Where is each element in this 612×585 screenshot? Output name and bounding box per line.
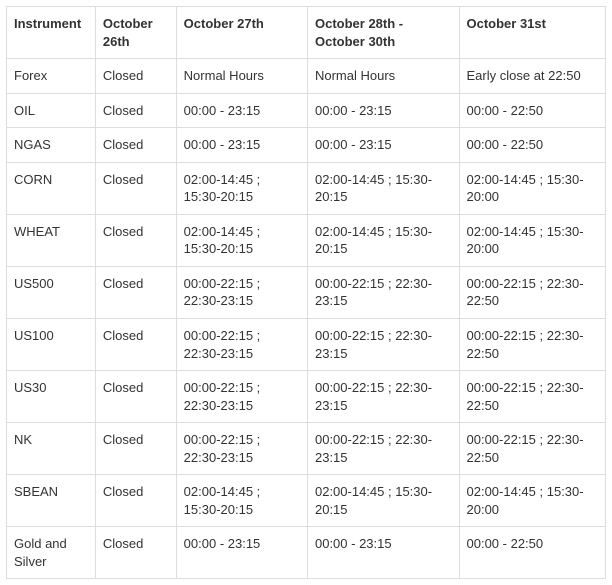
hours-cell: Closed [95,128,176,163]
hours-cell: 02:00-14:45 ; 15:30-20:15 [176,214,307,266]
hours-cell: 00:00-22:15 ; 22:30-23:15 [176,266,307,318]
hours-cell: Closed [95,371,176,423]
table-row: SBEANClosed02:00-14:45 ; 15:30-20:1502:0… [7,475,606,527]
col-header-2: October 27th [176,7,307,59]
hours-cell: 00:00 - 22:50 [459,93,606,128]
hours-cell: 00:00-22:15 ; 22:30-23:15 [307,371,459,423]
hours-cell: 00:00 - 23:15 [176,527,307,579]
hours-cell: 00:00-22:15 ; 22:30-23:15 [176,319,307,371]
hours-cell: Early close at 22:50 [459,59,606,94]
table-row: US30Closed00:00-22:15 ; 22:30-23:1500:00… [7,371,606,423]
table-row: NGASClosed00:00 - 23:1500:00 - 23:1500:0… [7,128,606,163]
table-row: CORNClosed02:00-14:45 ; 15:30-20:1502:00… [7,162,606,214]
hours-cell: Normal Hours [176,59,307,94]
instrument-cell: CORN [7,162,96,214]
hours-cell: 02:00-14:45 ; 15:30-20:15 [307,214,459,266]
hours-cell: Closed [95,59,176,94]
trading-hours-table: InstrumentOctober 26thOctober 27thOctobe… [6,6,606,579]
hours-cell: 00:00 - 23:15 [307,527,459,579]
hours-cell: Closed [95,93,176,128]
hours-cell: 00:00-22:15 ; 22:30-22:50 [459,266,606,318]
col-header-0: Instrument [7,7,96,59]
hours-cell: 00:00-22:15 ; 22:30-22:50 [459,319,606,371]
hours-cell: 00:00 - 22:50 [459,527,606,579]
hours-cell: 02:00-14:45 ; 15:30-20:15 [176,475,307,527]
hours-cell: 00:00-22:15 ; 22:30-23:15 [307,266,459,318]
col-header-4: October 31st [459,7,606,59]
instrument-cell: Forex [7,59,96,94]
hours-cell: 02:00-14:45 ; 15:30-20:00 [459,214,606,266]
table-row: OILClosed00:00 - 23:1500:00 - 23:1500:00… [7,93,606,128]
instrument-cell: US100 [7,319,96,371]
hours-cell: Closed [95,423,176,475]
instrument-cell: SBEAN [7,475,96,527]
hours-cell: 00:00 - 22:50 [459,128,606,163]
col-header-1: October 26th [95,7,176,59]
hours-cell: 00:00 - 23:15 [307,93,459,128]
hours-cell: 00:00-22:15 ; 22:30-22:50 [459,423,606,475]
hours-cell: Closed [95,475,176,527]
hours-cell: Closed [95,162,176,214]
instrument-cell: Gold and Silver [7,527,96,579]
hours-cell: 02:00-14:45 ; 15:30-20:15 [176,162,307,214]
hours-cell: 00:00-22:15 ; 22:30-23:15 [176,423,307,475]
instrument-cell: NK [7,423,96,475]
table-row: ForexClosedNormal HoursNormal HoursEarly… [7,59,606,94]
hours-cell: Closed [95,214,176,266]
hours-cell: 02:00-14:45 ; 15:30-20:00 [459,475,606,527]
table-row: WHEATClosed02:00-14:45 ; 15:30-20:1502:0… [7,214,606,266]
instrument-cell: WHEAT [7,214,96,266]
hours-cell: 00:00-22:15 ; 22:30-22:50 [459,371,606,423]
hours-cell: Closed [95,319,176,371]
hours-cell: 00:00 - 23:15 [307,128,459,163]
hours-cell: 00:00-22:15 ; 22:30-23:15 [307,423,459,475]
instrument-cell: OIL [7,93,96,128]
instrument-cell: US500 [7,266,96,318]
hours-cell: 02:00-14:45 ; 15:30-20:15 [307,475,459,527]
hours-cell: Closed [95,266,176,318]
header-row: InstrumentOctober 26thOctober 27thOctobe… [7,7,606,59]
table-body: ForexClosedNormal HoursNormal HoursEarly… [7,59,606,579]
table-head: InstrumentOctober 26thOctober 27thOctobe… [7,7,606,59]
col-header-3: October 28th - October 30th [307,7,459,59]
hours-cell: Normal Hours [307,59,459,94]
table-row: Gold and SilverClosed00:00 - 23:1500:00 … [7,527,606,579]
hours-cell: 02:00-14:45 ; 15:30-20:15 [307,162,459,214]
hours-cell: 00:00 - 23:15 [176,128,307,163]
hours-cell: 02:00-14:45 ; 15:30-20:00 [459,162,606,214]
instrument-cell: NGAS [7,128,96,163]
hours-cell: 00:00 - 23:15 [176,93,307,128]
hours-cell: 00:00-22:15 ; 22:30-23:15 [176,371,307,423]
instrument-cell: US30 [7,371,96,423]
table-row: US100Closed00:00-22:15 ; 22:30-23:1500:0… [7,319,606,371]
hours-cell: Closed [95,527,176,579]
hours-cell: 00:00-22:15 ; 22:30-23:15 [307,319,459,371]
table-row: NKClosed00:00-22:15 ; 22:30-23:1500:00-2… [7,423,606,475]
table-row: US500Closed00:00-22:15 ; 22:30-23:1500:0… [7,266,606,318]
